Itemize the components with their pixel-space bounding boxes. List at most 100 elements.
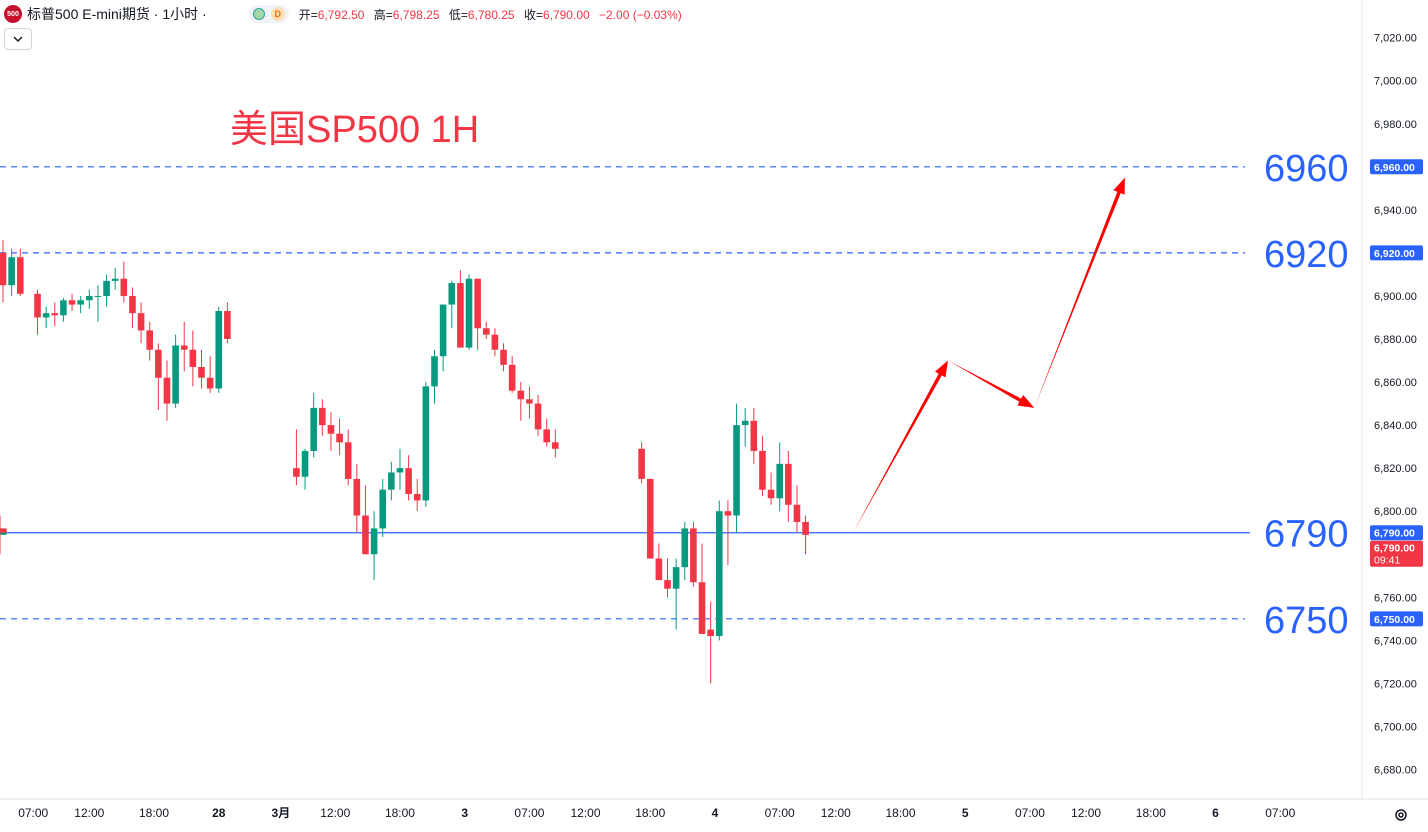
chart-annotation[interactable]: 美国SP500 1H: [230, 109, 479, 151]
candle[interactable]: [129, 287, 136, 329]
candle[interactable]: [68, 293, 76, 312]
candle[interactable]: [60, 298, 67, 322]
candle[interactable]: [785, 450, 792, 522]
candle[interactable]: [793, 485, 801, 533]
level-price-tag[interactable]: 6,790.00: [1370, 525, 1423, 541]
candle[interactable]: [474, 278, 481, 350]
candle[interactable]: [180, 321, 188, 372]
candle[interactable]: [552, 429, 559, 458]
candle[interactable]: [137, 302, 145, 344]
candle[interactable]: [526, 386, 533, 419]
candle[interactable]: [534, 394, 542, 436]
candle[interactable]: [448, 280, 456, 329]
candle[interactable]: [34, 289, 41, 335]
candle[interactable]: [724, 500, 732, 566]
candle[interactable]: [707, 601, 714, 684]
candle[interactable]: [16, 248, 24, 296]
candle[interactable]: [457, 270, 464, 348]
symbol-logo-icon[interactable]: 500: [4, 5, 22, 23]
candle[interactable]: [42, 306, 50, 329]
candle[interactable]: [733, 403, 740, 533]
candle-body: [681, 528, 689, 568]
candle[interactable]: [802, 515, 809, 555]
symbol-title[interactable]: 标普500 E-mini期货 · 1小时 ·: [27, 6, 207, 22]
level-price-tag[interactable]: 6,750.00: [1370, 611, 1423, 627]
chart-settings-button[interactable]: [1390, 804, 1412, 826]
level-price-tag[interactable]: 6,920.00: [1370, 245, 1423, 261]
candle[interactable]: [379, 478, 387, 538]
candle[interactable]: [741, 407, 749, 447]
candle-body: [465, 278, 473, 348]
candle[interactable]: [500, 343, 507, 372]
candle[interactable]: [638, 442, 645, 484]
candle[interactable]: [319, 399, 326, 436]
candle[interactable]: [336, 418, 343, 456]
candle[interactable]: [543, 418, 550, 447]
candle[interactable]: [327, 412, 335, 451]
candle[interactable]: [508, 356, 516, 393]
candle[interactable]: [198, 349, 205, 389]
candle[interactable]: [163, 360, 171, 421]
candle[interactable]: [77, 295, 84, 314]
candle[interactable]: [517, 382, 525, 421]
candle[interactable]: [215, 306, 223, 393]
candle[interactable]: [103, 274, 110, 307]
candle[interactable]: [0, 239, 7, 303]
candle[interactable]: [353, 463, 361, 533]
candle[interactable]: [413, 478, 421, 512]
candle[interactable]: [155, 343, 162, 411]
candle[interactable]: [759, 435, 766, 497]
candle[interactable]: [310, 392, 317, 458]
candle[interactable]: [51, 302, 59, 327]
candle[interactable]: [646, 478, 654, 559]
level-price-tag[interactable]: 6,960.00: [1370, 159, 1423, 175]
candle[interactable]: [189, 330, 197, 387]
candle[interactable]: [293, 429, 300, 486]
candle[interactable]: [664, 558, 671, 598]
candle[interactable]: [698, 543, 706, 634]
status-indicators[interactable]: D: [248, 5, 289, 23]
candle[interactable]: [767, 472, 775, 505]
candle[interactable]: [491, 328, 499, 357]
candle[interactable]: [111, 267, 119, 290]
arrow-segment[interactable]: [1034, 177, 1125, 408]
candle[interactable]: [439, 304, 447, 372]
candle[interactable]: [396, 448, 404, 490]
collapse-legend-button[interactable]: [4, 28, 32, 50]
candle[interactable]: [362, 485, 369, 555]
arrow-segment[interactable]: [853, 360, 948, 533]
candle[interactable]: [690, 521, 697, 587]
candle[interactable]: [482, 321, 490, 339]
level-label: 6750: [1264, 600, 1349, 642]
candle[interactable]: [715, 500, 723, 641]
candle[interactable]: [370, 511, 378, 581]
candle-body: [776, 463, 783, 499]
candle[interactable]: [120, 261, 128, 303]
candle[interactable]: [94, 285, 102, 322]
candle[interactable]: [301, 448, 309, 490]
candle[interactable]: [431, 349, 438, 404]
candle[interactable]: [224, 302, 231, 344]
candle[interactable]: [206, 356, 214, 393]
candle[interactable]: [388, 461, 395, 501]
candle[interactable]: [344, 429, 352, 486]
candle[interactable]: [750, 407, 758, 464]
candle[interactable]: [655, 543, 663, 581]
candle[interactable]: [86, 289, 93, 309]
candle[interactable]: [422, 382, 430, 507]
high-label: 高=: [373, 7, 393, 22]
arrow-segment[interactable]: [947, 360, 1035, 408]
candle[interactable]: [465, 274, 473, 350]
candle[interactable]: [405, 455, 412, 501]
candle[interactable]: [172, 334, 179, 408]
candle[interactable]: [681, 521, 689, 581]
candle[interactable]: [776, 442, 783, 512]
candle[interactable]: [672, 558, 680, 630]
candle[interactable]: [8, 248, 15, 296]
candle[interactable]: [0, 515, 7, 555]
time-axis[interactable]: 07:00 12:00 18:00 28 3月 12:00 18:00 3 07:00 12:00…: [0, 798, 1428, 820]
candle[interactable]: [146, 321, 154, 361]
price-axis[interactable]: 7,020.00 7,000.00 6,980.00 6,960.00 6,940.00…: [1361, 0, 1423, 800]
